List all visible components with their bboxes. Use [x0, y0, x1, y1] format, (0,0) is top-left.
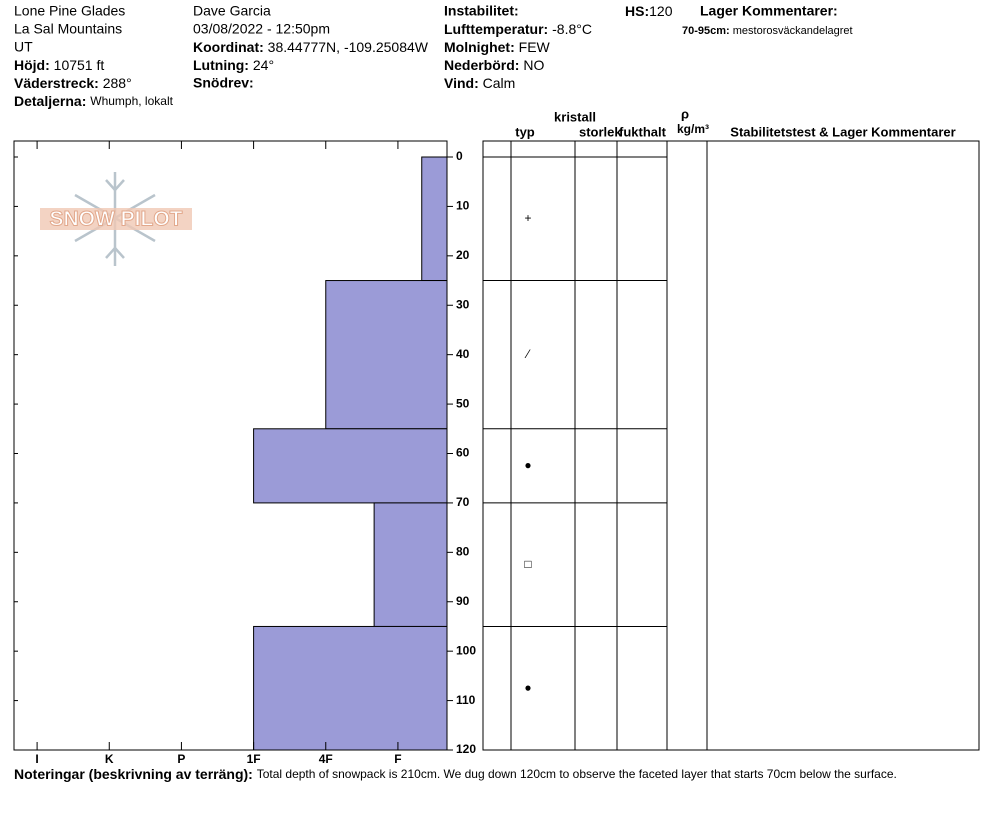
value: Calm: [483, 75, 516, 91]
label: Noteringar (beskrivning av terräng):: [14, 766, 253, 782]
depth-label: 110: [456, 693, 476, 707]
col-crystal: kristall: [554, 109, 596, 124]
slope: Lutning: 24°: [193, 57, 274, 73]
hardness-bar: [325, 280, 448, 430]
depth-label: 50: [456, 396, 470, 410]
hs: HS:120: [625, 3, 673, 19]
col-density: ρ: [681, 106, 689, 121]
hardness-bar: [253, 428, 448, 504]
hardness-label: I: [35, 752, 38, 766]
wind: Vind: Calm: [444, 75, 515, 91]
depth-label: 80: [456, 545, 470, 559]
depth-label: 10: [456, 199, 470, 213]
precip: Nederbörd: NO: [444, 57, 544, 73]
value: Whumph, lokalt: [90, 94, 173, 108]
layer-comment: 70-95cm: mestorosväckandelagret: [682, 25, 853, 37]
hardness-bar: [421, 156, 448, 282]
label: Lufttemperatur:: [444, 21, 548, 37]
label: Lutning:: [193, 57, 249, 73]
hardness-label: K: [105, 752, 114, 766]
depth-label: 0: [456, 149, 463, 163]
value: -8.8°C: [552, 21, 592, 37]
depth-label: 30: [456, 297, 470, 311]
sky: Molnighet: FEW: [444, 39, 551, 55]
logo-text: SNOW PILOT: [50, 208, 183, 231]
label: Molnighet:: [444, 39, 515, 55]
grain-type: ⁄: [524, 347, 531, 361]
col-size: storlek: [579, 124, 622, 139]
hardness-bar: [253, 625, 448, 751]
label: Väderstreck:: [14, 75, 99, 91]
datetime: 03/08/2022 - 12:50pm: [193, 21, 330, 37]
hardness-label: F: [394, 752, 401, 766]
label: Vind:: [444, 75, 479, 91]
layer-comments-title: Lager Kommentarer:: [700, 3, 838, 19]
grain-type: ●: [524, 458, 531, 472]
label: Höjd:: [14, 57, 50, 73]
grain-type: +: [524, 211, 531, 225]
range: 70-95cm:: [682, 25, 730, 37]
depth-label: 40: [456, 347, 470, 361]
label: HS:: [625, 3, 649, 19]
wind-loading: Snödrev:: [193, 75, 254, 91]
value: FEW: [519, 39, 551, 55]
table-frame: [482, 140, 980, 751]
instability: Instabilitet:: [444, 3, 519, 19]
value: 38.44777N, -109.25084W: [268, 39, 429, 55]
state: UT: [14, 39, 33, 55]
col-type: typ: [515, 124, 535, 139]
grain-type: ●: [524, 680, 531, 694]
depth-label: 90: [456, 594, 470, 608]
hardness-label: P: [177, 752, 185, 766]
logo: SNOW PILOT: [40, 172, 192, 266]
value: 10751 ft: [54, 57, 105, 73]
text: mestorosväckandelagret: [733, 25, 853, 37]
label: Nederbörd:: [444, 57, 519, 73]
value: 120: [649, 3, 673, 19]
depth-label: 60: [456, 446, 470, 460]
col-moisture: fukthalt: [619, 124, 667, 139]
site: Lone Pine Glades: [14, 3, 125, 19]
depth-label: 20: [456, 248, 470, 262]
value: 288°: [103, 75, 132, 91]
depth-label: 70: [456, 495, 470, 509]
air-temp: Lufttemperatur: -8.8°C: [444, 21, 592, 37]
label: Detaljerna:: [14, 93, 86, 109]
notes: Noteringar (beskrivning av terräng): Tot…: [14, 766, 897, 782]
text: Total depth of snowpack is 210cm. We dug…: [257, 767, 897, 781]
header: Lone Pine Glades La Sal Mountains UT Höj…: [14, 3, 853, 109]
value: 24°: [253, 57, 274, 73]
observer: Dave Garcia: [193, 3, 271, 19]
aspect: Väderstreck: 288°: [14, 75, 132, 91]
hardness-bar: [373, 502, 448, 627]
col-density-unit: kg/m³: [677, 122, 709, 136]
logo-band: [40, 208, 192, 230]
depth-label: 120: [456, 742, 476, 756]
hardness-label: 4F: [319, 752, 333, 766]
col-comments: Stabilitetstest & Lager Kommentarer: [730, 124, 955, 139]
elevation: Höjd: 10751 ft: [14, 57, 104, 73]
details: Detaljerna: Whumph, lokalt: [14, 93, 174, 109]
value: NO: [523, 57, 544, 73]
label: Koordinat:: [193, 39, 264, 55]
depth-label: 100: [456, 643, 476, 657]
range: La Sal Mountains: [14, 21, 122, 37]
grain-type: □: [524, 557, 531, 571]
hardness-label: 1F: [247, 752, 261, 766]
coordinates: Koordinat: 38.44777N, -109.25084W: [193, 39, 429, 55]
table-columns: [510, 141, 708, 750]
